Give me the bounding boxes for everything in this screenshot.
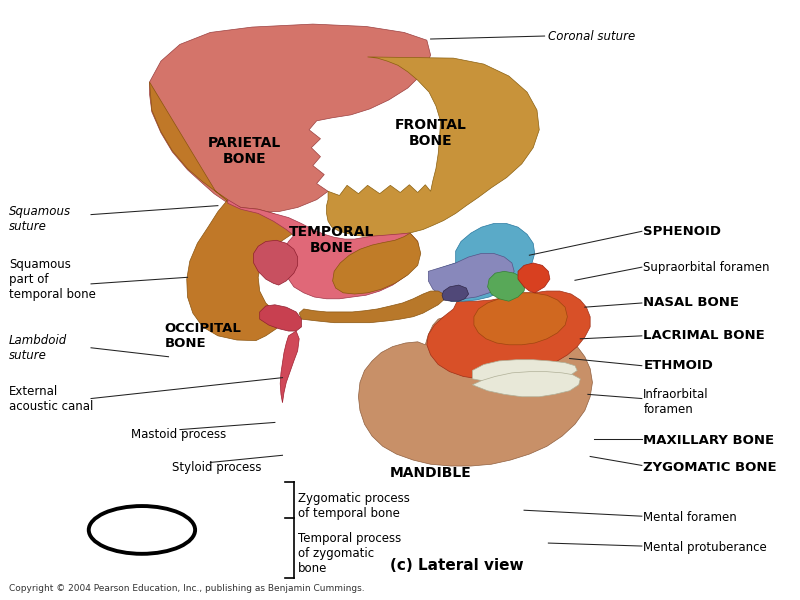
Polygon shape — [433, 224, 534, 301]
Polygon shape — [260, 305, 302, 331]
Text: Lambdoid
suture: Lambdoid suture — [9, 334, 67, 362]
Text: Copyright © 2004 Pearson Education, Inc., publishing as Benjamin Cummings.: Copyright © 2004 Pearson Education, Inc.… — [9, 584, 365, 593]
Polygon shape — [228, 200, 419, 299]
Text: Mental foramen: Mental foramen — [643, 511, 737, 524]
Polygon shape — [473, 371, 580, 397]
Text: LACRIMAL BONE: LACRIMAL BONE — [643, 329, 765, 343]
Polygon shape — [474, 293, 567, 345]
Polygon shape — [487, 271, 526, 301]
Polygon shape — [428, 253, 514, 299]
Polygon shape — [473, 360, 578, 385]
Text: Supraorbital foramen: Supraorbital foramen — [643, 260, 770, 274]
Text: Mastoid process: Mastoid process — [130, 428, 226, 441]
Text: OCCIPITAL
BONE: OCCIPITAL BONE — [165, 322, 242, 350]
Polygon shape — [150, 82, 299, 341]
Polygon shape — [358, 317, 593, 466]
Text: NASAL BONE: NASAL BONE — [643, 296, 739, 310]
Text: MANDIBLE: MANDIBLE — [390, 466, 471, 480]
Text: PARIETAL
BONE: PARIETAL BONE — [208, 136, 281, 166]
Text: SPHENOID: SPHENOID — [643, 225, 722, 238]
Text: TEMPORAL
BONE: TEMPORAL BONE — [289, 225, 374, 256]
Text: MAXILLARY BONE: MAXILLARY BONE — [643, 434, 774, 447]
Text: Squamous
suture: Squamous suture — [9, 205, 71, 233]
Text: ETHMOID: ETHMOID — [643, 359, 714, 372]
Text: (c) Lateral view: (c) Lateral view — [390, 558, 524, 573]
Text: Styloid process: Styloid process — [172, 461, 262, 474]
Polygon shape — [299, 291, 443, 323]
Text: Temporal process
of zygomatic
bone: Temporal process of zygomatic bone — [298, 532, 401, 575]
Polygon shape — [518, 263, 550, 293]
Polygon shape — [326, 57, 539, 236]
Text: Zygomatic process
of temporal bone: Zygomatic process of temporal bone — [298, 492, 410, 520]
Text: FRONTAL
BONE: FRONTAL BONE — [394, 118, 466, 148]
Text: Squamous
part of
temporal bone: Squamous part of temporal bone — [9, 257, 96, 301]
Polygon shape — [150, 24, 430, 212]
Polygon shape — [254, 240, 298, 285]
Polygon shape — [280, 331, 299, 403]
Text: External
acoustic canal: External acoustic canal — [9, 385, 94, 413]
Text: Coronal suture: Coronal suture — [548, 29, 636, 43]
Polygon shape — [333, 233, 421, 294]
Text: ZYGOMATIC BONE: ZYGOMATIC BONE — [643, 461, 777, 474]
Polygon shape — [442, 285, 469, 301]
Text: Infraorbital
foramen: Infraorbital foramen — [643, 388, 709, 416]
Polygon shape — [427, 291, 590, 379]
Text: Mental protuberance: Mental protuberance — [643, 541, 767, 554]
